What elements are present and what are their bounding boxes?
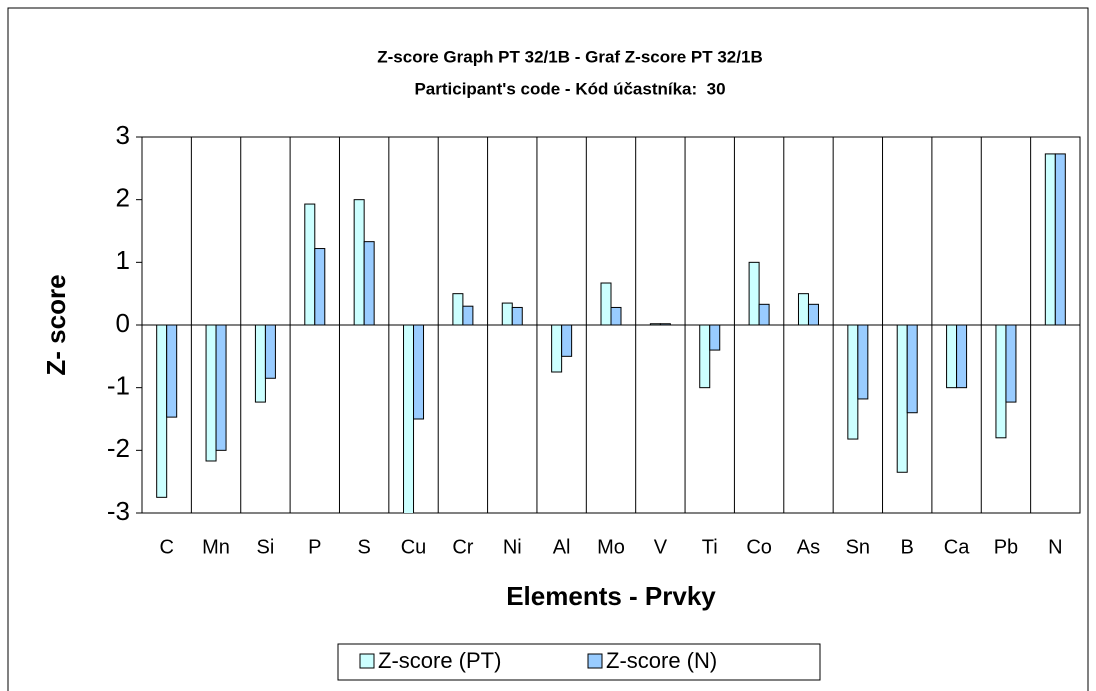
x-tick-label: Ca: [944, 536, 970, 558]
x-tick-label: B: [901, 536, 914, 558]
bar: [254, 324, 266, 403]
x-tick-label: N: [1048, 536, 1062, 558]
legend-swatch: [359, 653, 375, 669]
chart-title: Z-score Graph PT 32/1B - Graf Z-score PT…: [377, 47, 762, 66]
x-tick-label: S: [357, 536, 370, 558]
bar: [413, 324, 425, 420]
y-tick-label: 1: [116, 245, 130, 275]
x-tick-label: Mn: [202, 536, 230, 558]
bar: [215, 324, 227, 451]
x-tick-label: Pb: [994, 536, 1018, 558]
bar: [462, 305, 474, 326]
bar: [807, 303, 819, 326]
bar: [561, 324, 573, 357]
legend-box: [337, 643, 821, 681]
bar: [452, 293, 464, 326]
x-tick-label: Si: [257, 536, 275, 558]
y-tick-label: 0: [116, 308, 130, 338]
bar: [353, 199, 365, 326]
bar: [1005, 324, 1017, 403]
bar: [906, 324, 918, 414]
x-axis-label: Elements - Prvky: [506, 581, 716, 611]
bar: [363, 241, 375, 326]
bar: [264, 324, 276, 379]
chart-subtitle: Participant's code - Kód účastníka: 30: [414, 79, 725, 98]
bar: [314, 248, 326, 326]
bar: [699, 324, 711, 389]
x-tick-label: Ti: [702, 536, 718, 558]
bar: [166, 324, 178, 418]
bar: [946, 324, 958, 389]
bar: [758, 303, 770, 326]
bar: [956, 324, 968, 389]
bar: [1054, 153, 1066, 326]
bar: [610, 306, 622, 326]
y-tick-label: 3: [116, 120, 130, 150]
x-tick-label: As: [797, 536, 820, 558]
plot-bars: [156, 153, 1066, 513]
bar: [511, 306, 523, 326]
x-tick-label: Ni: [503, 536, 522, 558]
x-tick-label: V: [654, 536, 668, 558]
x-tick-label: C: [159, 536, 173, 558]
bar: [797, 293, 809, 326]
bar: [403, 324, 415, 513]
legend-label: Z-score (PT): [378, 648, 501, 673]
x-tick-label: Al: [553, 536, 571, 558]
x-tick-label: Mo: [597, 536, 625, 558]
bar: [501, 302, 513, 326]
y-tick-label: -2: [107, 433, 130, 463]
x-tick-label: Sn: [846, 536, 870, 558]
bar: [847, 324, 859, 440]
bar: [896, 324, 908, 473]
bar: [600, 282, 612, 326]
bar: [748, 261, 760, 326]
bar: [857, 324, 869, 400]
x-tick-label: P: [308, 536, 321, 558]
bar: [304, 203, 316, 326]
bar: [156, 324, 168, 498]
bar: [709, 324, 721, 351]
bar: [551, 324, 563, 373]
legend-label: Z-score (N): [606, 648, 717, 673]
y-tick-label: -1: [107, 371, 130, 401]
legend-swatch: [587, 653, 603, 669]
bar: [205, 324, 217, 462]
x-tick-label: Cu: [401, 536, 427, 558]
y-axis-label: Z- score: [41, 274, 71, 375]
bar: [995, 324, 1007, 439]
bar: [1044, 153, 1056, 326]
y-tick-label: 2: [116, 183, 130, 213]
y-tick-label: -3: [107, 496, 130, 526]
x-tick-label: Co: [746, 536, 772, 558]
x-tick-label: Cr: [452, 536, 473, 558]
